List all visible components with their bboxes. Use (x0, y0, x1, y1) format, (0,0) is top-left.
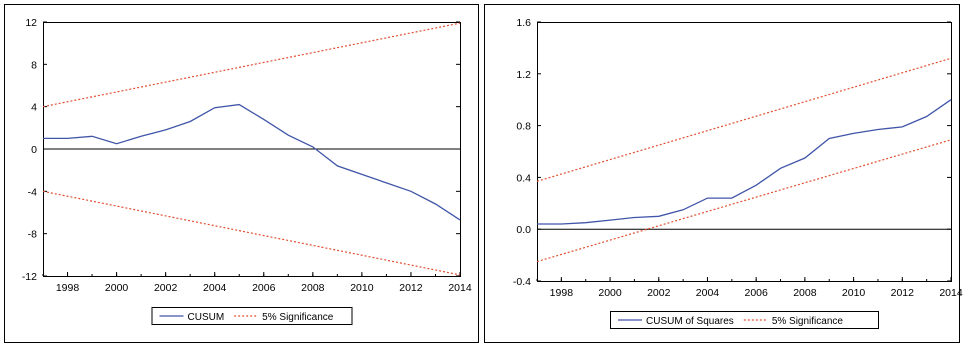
x-tick-label: 2002 (647, 287, 671, 299)
x-tick-label: 2004 (696, 287, 720, 299)
x-tick-label: 2014 (448, 282, 472, 294)
y-tick-label: 4 (31, 102, 37, 114)
x-tick-label: 2012 (399, 282, 423, 294)
y-tick-label: 12 (25, 17, 37, 29)
x-tick-label: 2008 (301, 282, 325, 294)
y-tick-label: 1.2 (516, 69, 531, 81)
series-line-0 (537, 99, 952, 225)
x-tick-label: 2000 (598, 287, 622, 299)
y-tick-label: -12 (22, 271, 37, 283)
y-tick-label: 0.8 (516, 121, 531, 133)
x-tick-label: 2012 (891, 287, 915, 299)
plot-area (537, 22, 952, 282)
x-tick-label: 1998 (56, 282, 80, 294)
x-tick-label: 2010 (350, 282, 374, 294)
y-tick-label: 1.6 (516, 17, 531, 29)
cusum-of-squares-chart: 1.6 1.2 0.8 0.4 0.0 -0.4 1998 2000 2002 2004 2006 2… (513, 17, 963, 329)
x-tick-label: 2008 (793, 287, 817, 299)
y-tick-label: -8 (28, 229, 37, 241)
legend-label: 5% Significance (262, 312, 334, 323)
y-tick-label: -4 (28, 186, 37, 198)
x-tick-label: 2000 (105, 282, 129, 294)
cusum-chart: 12 8 4 0 -4 -8 -12 1998 2000 2002 2004 2006 2008 2010… (22, 17, 472, 325)
x-tick-label: 2010 (842, 287, 866, 299)
legend-label: 5% Significance (772, 316, 844, 327)
y-tick-label: 0 (31, 144, 37, 156)
y-tick-label: 8 (31, 59, 37, 71)
x-tick-label: 2006 (744, 287, 768, 299)
legend-label: CUSUM of Squares (646, 316, 734, 327)
x-tick-label: 2004 (203, 282, 227, 294)
y-tick-label: -0.4 (513, 276, 531, 288)
x-tick-label: 2006 (252, 282, 276, 294)
x-tick-label: 1998 (550, 287, 574, 299)
significance-line-1 (42, 22, 461, 108)
legend-label: CUSUM (188, 312, 225, 323)
significance-line-2 (42, 190, 461, 276)
x-tick-label: 2014 (939, 287, 963, 299)
y-tick-label: 0.0 (516, 224, 531, 236)
y-tick-label: 0.4 (516, 172, 531, 184)
series-line-0 (43, 103, 461, 221)
x-tick-label: 2002 (154, 282, 178, 294)
